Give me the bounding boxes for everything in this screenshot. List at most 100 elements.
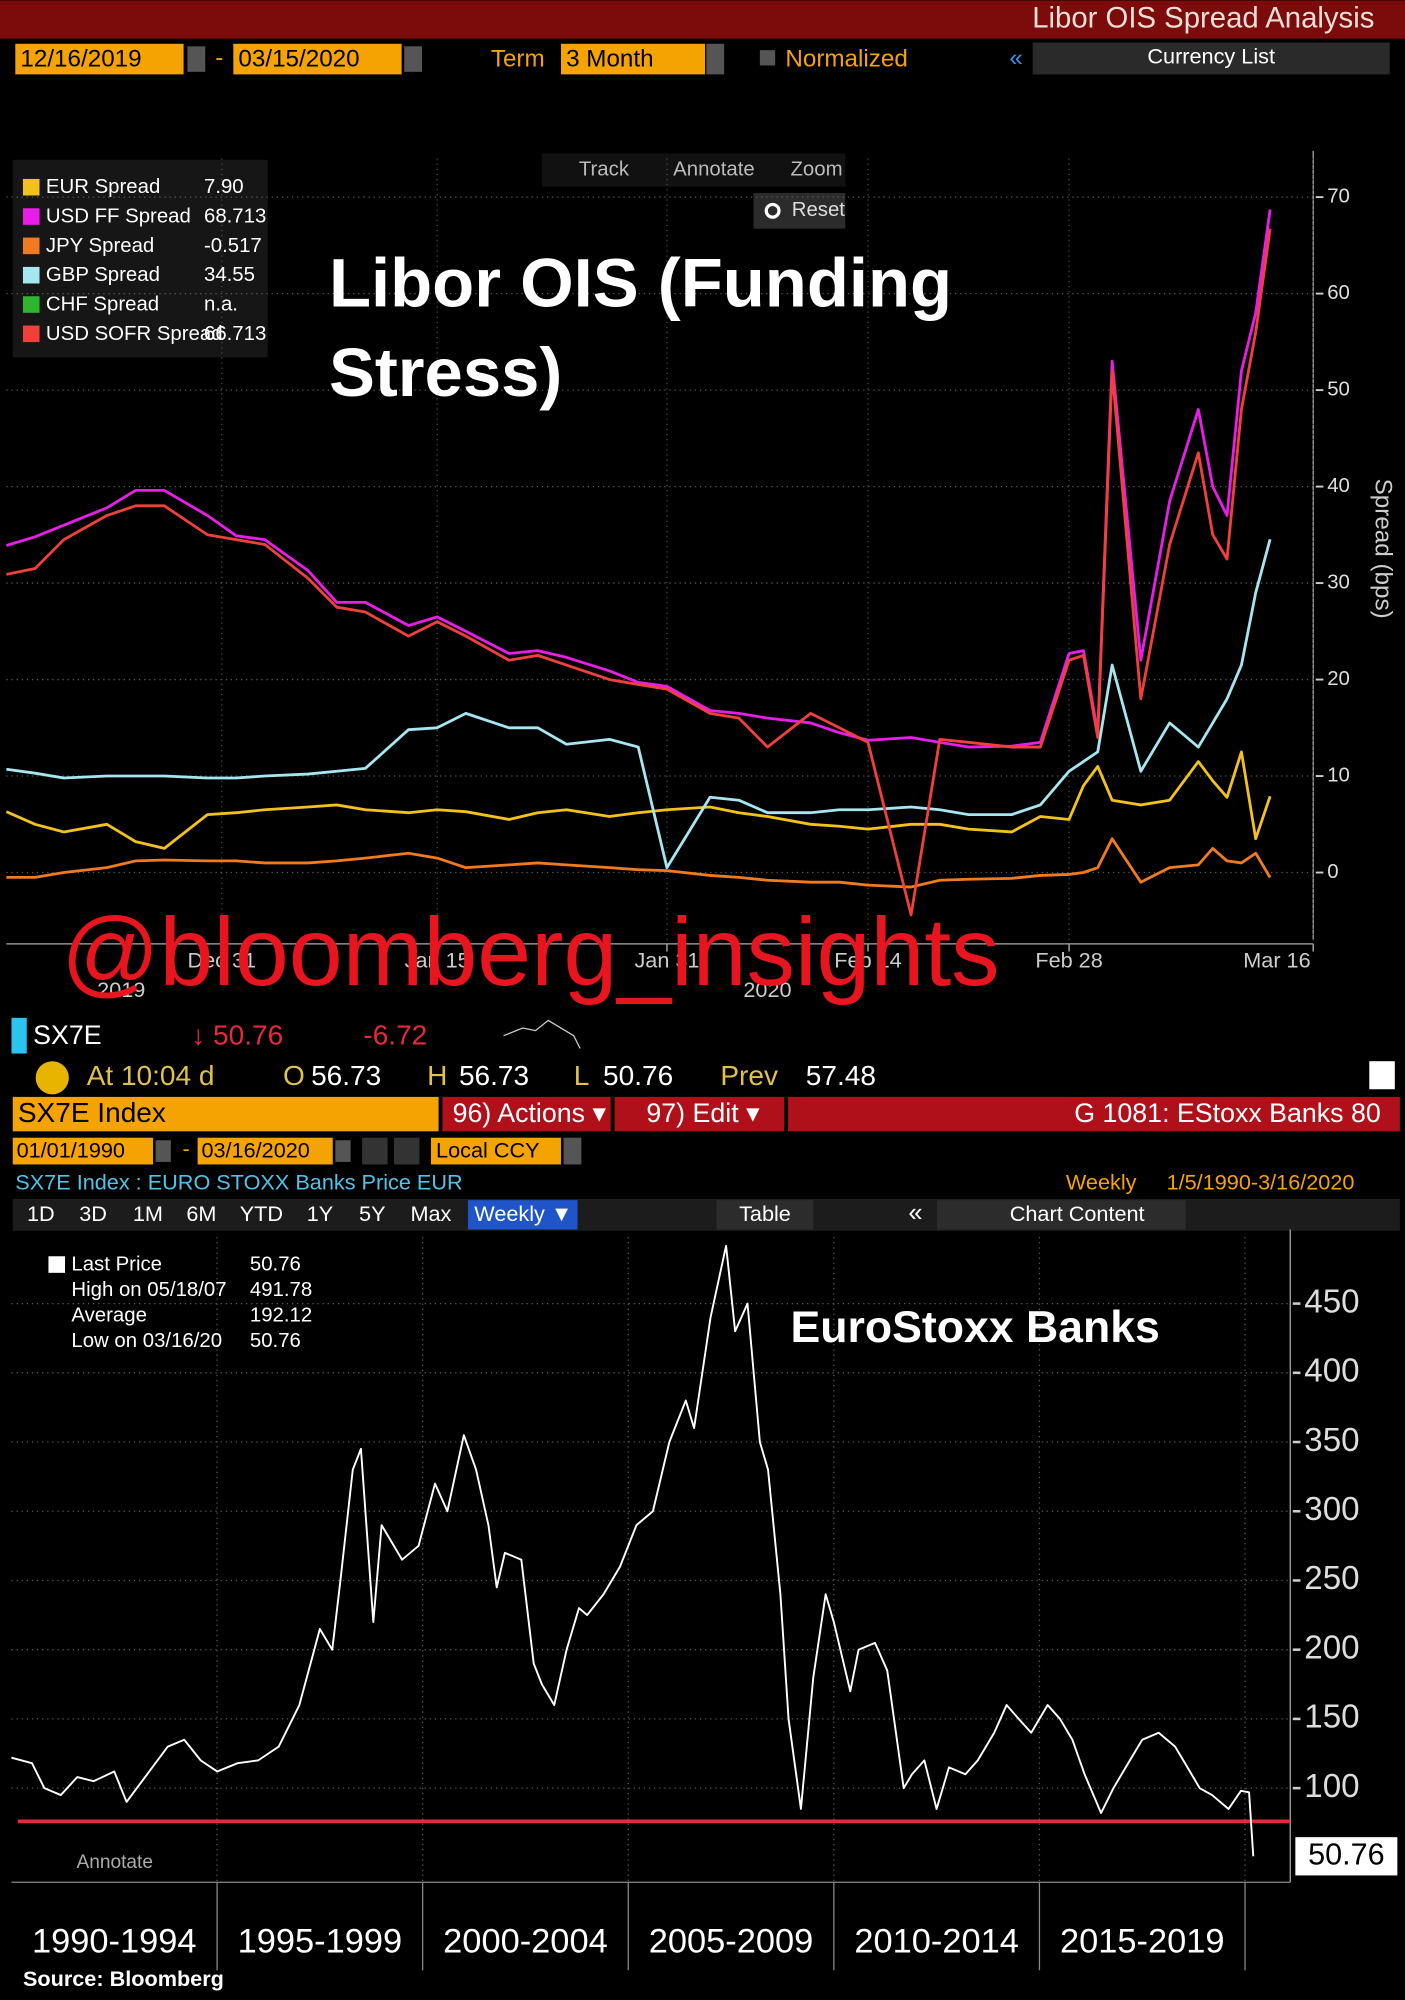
reset-button[interactable] [753, 192, 846, 229]
date-input[interactable] [233, 43, 402, 75]
period-bar [12, 1198, 1400, 1231]
date-range: 1/5/1990-3/16/2020 [1167, 1169, 1355, 1194]
chart-annotation: EuroStoxx Banks [790, 1303, 1159, 1352]
y-tick-label: 100 [1304, 1768, 1359, 1805]
date-input[interactable] [197, 1137, 333, 1165]
table-button[interactable] [716, 1200, 814, 1230]
chart-annotation: Stress) [329, 334, 562, 411]
currency-list-button[interactable] [1032, 42, 1390, 75]
track-button[interactable]: Track [579, 158, 630, 180]
range-start: 01/01/1990 [17, 1137, 125, 1162]
x-tick-label: Dec 31 [187, 947, 256, 972]
date-separator: - [183, 1136, 190, 1161]
legend-label: USD SOFR Spread [46, 323, 223, 345]
template-bar [787, 1096, 1400, 1132]
y-tick-label: 30 [1327, 571, 1350, 593]
period-buttons: 1D 3D 1M 6M YTD 1Y 5Y Max [27, 1201, 452, 1226]
last-price: ↓ 50.76 [191, 1019, 283, 1050]
date-input[interactable] [15, 43, 184, 75]
net-change: -6.72 [363, 1019, 427, 1050]
term-label: Term [491, 46, 545, 73]
frequency-label: Weekly [1066, 1169, 1137, 1194]
low-value: 50.76 [603, 1060, 673, 1091]
y-tick-label: 400 [1304, 1353, 1359, 1390]
calendar-icon[interactable] [187, 46, 206, 72]
collapse-button[interactable]: « [1009, 44, 1022, 71]
legend-value: -0.517 [204, 235, 262, 257]
term-select[interactable] [560, 43, 706, 75]
export-icon[interactable] [1369, 1061, 1395, 1090]
x-tick-label: Mar 16 [1243, 947, 1310, 972]
sparkline [503, 1019, 581, 1049]
template: G 1081: EStoxx Banks 80 [1074, 1098, 1381, 1128]
period-button[interactable]: Max [410, 1201, 451, 1226]
stat-label: Low on 03/16/20 [71, 1330, 222, 1352]
period-button[interactable]: 3D [79, 1201, 107, 1226]
stat-value: 491.78 [250, 1279, 312, 1301]
table-label: Table [739, 1201, 791, 1226]
calendar-icon[interactable] [335, 1140, 351, 1162]
open-value: 56.73 [311, 1060, 381, 1091]
legend-value: 66.713 [204, 323, 266, 345]
date-input[interactable] [12, 1137, 153, 1165]
open-label: O [283, 1060, 305, 1091]
checkbox[interactable] [759, 50, 776, 66]
x-tick-label: Feb 14 [834, 947, 901, 972]
calendar-icon[interactable] [155, 1140, 171, 1162]
y-tick-label: 70 [1327, 186, 1350, 208]
series-line [11, 1244, 1255, 1857]
annotate-button[interactable]: Annotate [673, 158, 755, 180]
legend-label: Last Price [71, 1254, 162, 1276]
period-button[interactable]: 1M [133, 1201, 163, 1226]
period-button[interactable]: YTD [240, 1201, 283, 1226]
legend-swatch [22, 237, 40, 255]
legend-value: 50.76 [250, 1254, 301, 1276]
period-button[interactable]: 1D [27, 1201, 55, 1226]
frequency-select: Weekly ▼ [474, 1201, 572, 1226]
next-button[interactable] [393, 1137, 420, 1165]
actions-button[interactable] [442, 1096, 611, 1132]
legend-value: n.a. [204, 294, 238, 316]
y-tick-label: 60 [1327, 282, 1350, 304]
y-tick-label: 20 [1327, 668, 1350, 690]
legend-swatch [22, 178, 40, 196]
zoom-button[interactable]: Zoom [790, 158, 842, 180]
frequency-button[interactable] [467, 1200, 578, 1230]
prev-button[interactable] [362, 1137, 388, 1165]
x-tick-label: Jan 31 [634, 947, 699, 972]
gauge-icon [35, 1061, 69, 1095]
chart-annotation: Libor OIS (Funding [329, 245, 952, 322]
period-button[interactable]: 6M [186, 1201, 216, 1226]
security-field[interactable] [12, 1096, 439, 1132]
period-button[interactable]: 1Y [307, 1201, 334, 1226]
dropdown[interactable] [706, 43, 725, 75]
annotate-hint[interactable]: Annotate [76, 1852, 153, 1873]
y-axis-label: Spread (bps) [1370, 479, 1397, 619]
legend-box [12, 159, 268, 358]
stat-label: Average [71, 1305, 147, 1327]
x-tick-label: Jan 15 [405, 947, 470, 972]
legend-value: 7.90 [204, 176, 244, 198]
x-year-label: 2019 [97, 977, 145, 1002]
period-label: 2005-2009 [649, 1923, 814, 1961]
dropdown[interactable] [563, 1137, 582, 1165]
edit-button[interactable] [614, 1096, 785, 1132]
chart-content-button[interactable] [937, 1200, 1186, 1230]
calendar-icon[interactable] [404, 46, 423, 72]
y-tick-label: 250 [1304, 1560, 1359, 1597]
collapse-button[interactable]: « [908, 1199, 922, 1227]
period-button[interactable]: 5Y [359, 1201, 386, 1226]
series-line [6, 538, 1272, 870]
currency-select[interactable] [430, 1137, 561, 1165]
legend-label: USD FF Spread [46, 206, 191, 228]
stat-value: 192.12 [250, 1305, 312, 1327]
watermark: @bloomberg_insights [61, 897, 999, 1006]
legend-value: 68.713 [204, 206, 266, 228]
y-tick-label: 50 [1327, 378, 1350, 400]
high-value: 56.73 [459, 1060, 529, 1091]
ticker-marker [11, 1017, 27, 1054]
top-chart: 0 10 20 30 40 50 60 70 Dec 31 Jan 15 Jan 31 Feb 14 F… [5, 150, 1397, 1006]
y-tick-label: 200 [1304, 1629, 1359, 1666]
